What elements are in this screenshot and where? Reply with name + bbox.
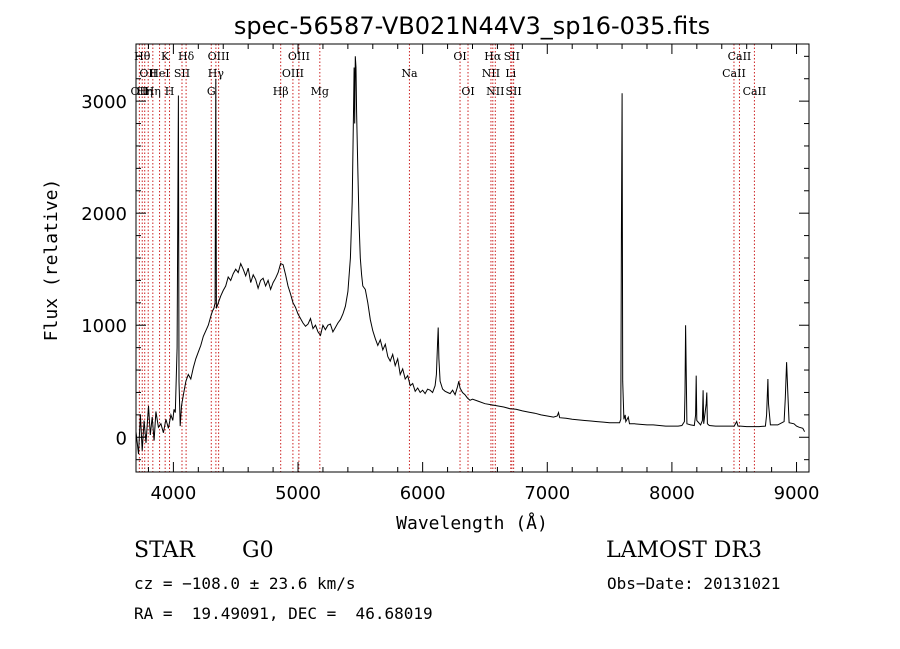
line-label-7: H bbox=[165, 85, 175, 98]
y-tick-label-0: 0 bbox=[116, 428, 127, 449]
line-label-18: OI bbox=[453, 50, 466, 63]
line-label-0: OII bbox=[131, 85, 149, 98]
survey-name: LAMOST DR3 bbox=[606, 538, 762, 563]
line-label-11: Hγ bbox=[208, 67, 225, 80]
line-label-5: HeI bbox=[149, 67, 169, 80]
x-tick-label-6000: 6000 bbox=[400, 483, 446, 504]
spectrum-line bbox=[135, 56, 806, 455]
object-subclass: G0 bbox=[242, 538, 274, 563]
line-label-20: NII bbox=[482, 67, 500, 80]
x-axis-label: Wavelength (Å) bbox=[396, 512, 548, 534]
y-tick-label-1000: 1000 bbox=[81, 316, 127, 337]
line-label-4: Hη bbox=[145, 85, 161, 98]
line-label-14: OIII bbox=[282, 67, 304, 80]
line-label-27: CaII bbox=[728, 50, 752, 63]
line-label-8: SII bbox=[174, 67, 190, 80]
line-label-6: K bbox=[161, 50, 170, 63]
y-tick-label-2000: 2000 bbox=[81, 204, 127, 225]
line-label-10: G bbox=[207, 85, 216, 98]
object-class: STAR bbox=[134, 538, 195, 563]
line-label-26: CaII bbox=[722, 67, 746, 80]
line-label-22: NII bbox=[486, 85, 504, 98]
line-label-17: Na bbox=[401, 67, 418, 80]
line-label-12: OIII bbox=[208, 50, 230, 63]
redshift-velocity: cz = −108.0 ± 23.6 km/s bbox=[134, 574, 356, 593]
line-label-9: Hδ bbox=[178, 50, 195, 63]
axis-tick-labels: 4000 5000 6000 7000 8000 9000 0 1000 2000 3000 bbox=[81, 92, 819, 504]
ra-dec-coordinates: RA = 19.49091, DEC = 46.68019 bbox=[134, 604, 433, 623]
axis-ticks bbox=[136, 44, 809, 472]
observation-date: Obs−Date: 20131021 bbox=[607, 574, 781, 593]
line-label-23: Li bbox=[505, 67, 516, 80]
spectral-line-markers bbox=[138, 44, 755, 472]
line-label-28: CaII bbox=[743, 85, 767, 98]
x-tick-label-4000: 4000 bbox=[150, 483, 196, 504]
line-label-19: OI bbox=[461, 85, 474, 98]
line-label-25: SII bbox=[506, 85, 522, 98]
plot-frame bbox=[135, 43, 810, 473]
x-tick-label-8000: 8000 bbox=[649, 483, 695, 504]
x-tick-label-5000: 5000 bbox=[275, 483, 321, 504]
x-tick-label-7000: 7000 bbox=[524, 483, 570, 504]
line-label-1: Hθ bbox=[134, 50, 151, 63]
line-label-3: OII bbox=[139, 67, 157, 80]
line-label-13: Hβ bbox=[273, 85, 289, 98]
spectral-line-labels: OIIHθHηOIIHηHeIKHSIIHδGHγOIIIHβOIIIOIIIM… bbox=[131, 50, 767, 98]
line-label-16: Mg bbox=[311, 85, 329, 98]
y-axis-label: Flux (relative) bbox=[41, 179, 62, 342]
chart-title: spec-56587-VB021N44V3_sp16-035.fits bbox=[234, 12, 710, 40]
y-tick-label-3000: 3000 bbox=[81, 92, 127, 113]
line-label-24: SII bbox=[504, 50, 520, 63]
line-label-15: OIII bbox=[288, 50, 310, 63]
line-label-21: Hα bbox=[484, 50, 502, 63]
x-tick-label-9000: 9000 bbox=[774, 483, 820, 504]
line-label-2: Hη bbox=[137, 85, 153, 98]
